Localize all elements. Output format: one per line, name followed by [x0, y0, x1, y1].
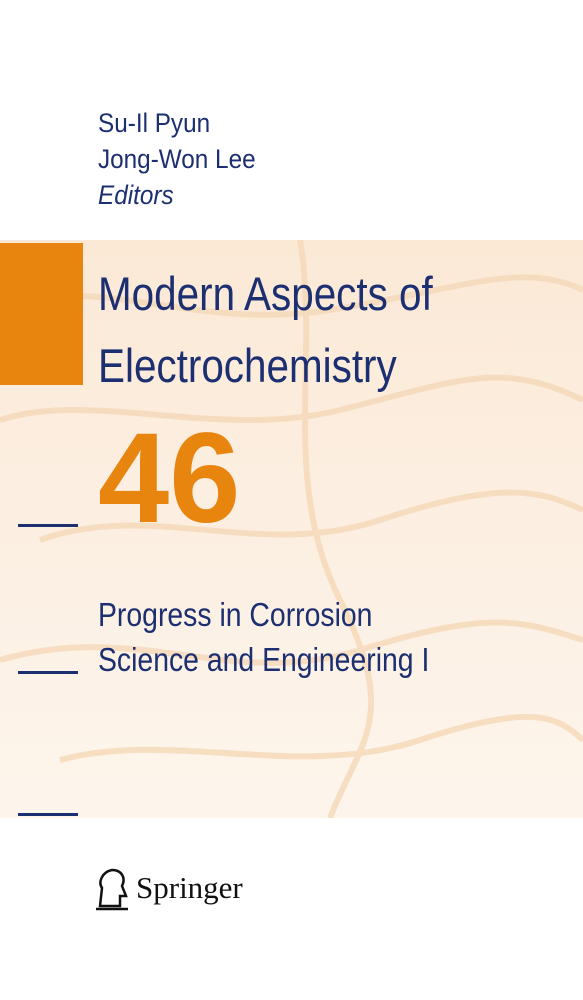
editor-name: Jong-Won Lee — [98, 144, 256, 174]
publisher-logo — [96, 868, 128, 911]
series-title: Modern Aspects of — [98, 267, 433, 320]
book-title: Progress in Corrosion — [98, 596, 373, 633]
series-title: Electrochemistry — [98, 339, 397, 392]
texture-background — [0, 240, 583, 818]
editor-role: Editors — [98, 180, 174, 210]
orange-block — [0, 243, 83, 385]
rule — [18, 813, 78, 816]
editor-name: Su-Il Pyun — [98, 108, 211, 138]
book-title: Science and Engineering I — [98, 641, 430, 678]
publisher-name: Springer — [136, 870, 243, 905]
rule — [18, 524, 78, 527]
volume-number: 46 — [98, 407, 241, 550]
rule — [18, 671, 78, 674]
